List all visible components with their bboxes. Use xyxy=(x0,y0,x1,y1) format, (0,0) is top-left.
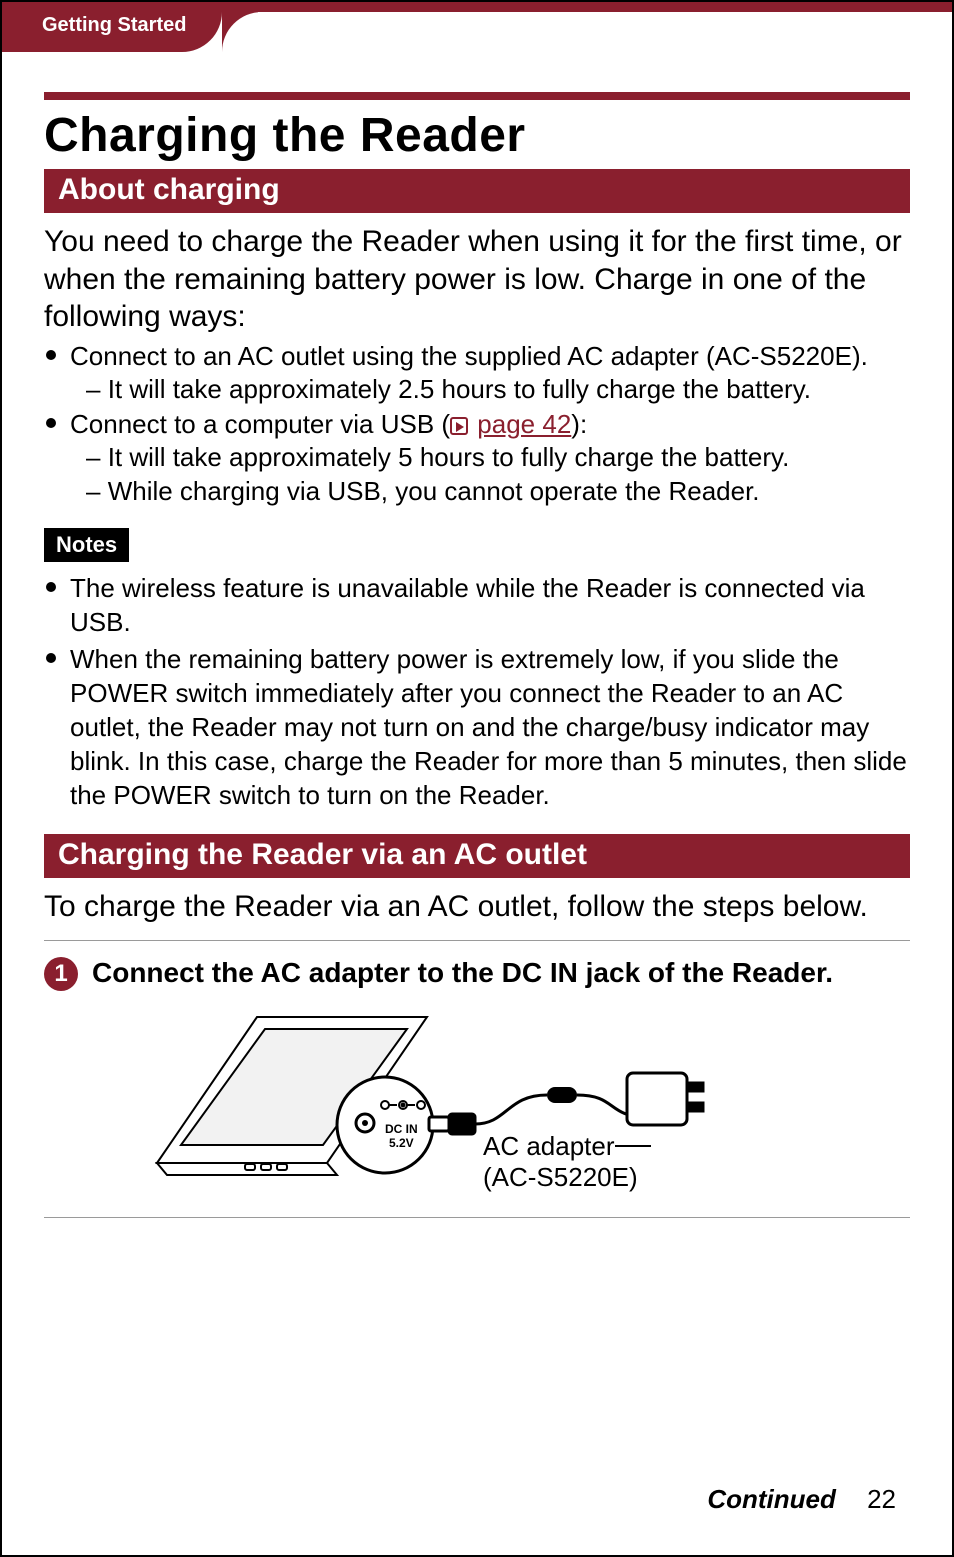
page-footer: Continued 22 xyxy=(707,1484,896,1515)
dc-voltage-label: 5.2V xyxy=(389,1136,414,1150)
section2-intro: To charge the Reader via an AC outlet, f… xyxy=(44,888,910,926)
page-number: 22 xyxy=(867,1484,896,1514)
section-heading-about-charging: About charging xyxy=(44,169,910,213)
continued-label: Continued xyxy=(707,1484,836,1514)
bullet-text-pre: Connect to a computer via USB ( xyxy=(70,409,450,439)
section-heading-ac-outlet: Charging the Reader via an AC outlet xyxy=(44,834,910,878)
crossref-icon xyxy=(450,417,468,435)
ac-adapter-figure: DC IN 5.2V xyxy=(127,1005,827,1205)
figure-caption-line1: AC adapter xyxy=(483,1131,615,1161)
bullet-text: Connect to an AC outlet using the suppli… xyxy=(70,341,868,371)
manual-page: Getting Started Charging the Reader Abou… xyxy=(0,0,954,1557)
bullet-text-post: ): xyxy=(571,409,587,439)
figure-caption-line2: (AC-S5220E) xyxy=(483,1162,638,1192)
step-number-badge: 1 xyxy=(44,957,78,991)
notes-label: Notes xyxy=(44,528,129,562)
title-rule xyxy=(44,92,910,100)
ac-adapter-illustration: DC IN 5.2V xyxy=(127,1005,827,1205)
header-tab-curve xyxy=(222,12,258,52)
note-item: When the remaining battery power is extr… xyxy=(44,643,910,812)
header-strip: Getting Started xyxy=(2,2,952,58)
content-area: Charging the Reader About charging You n… xyxy=(2,92,952,1218)
charging-methods-list: Connect to an AC outlet using the suppli… xyxy=(44,340,910,508)
figure-caption: AC adapter (AC-S5220E) xyxy=(483,1131,638,1193)
sub-item: It will take approximately 2.5 hours to … xyxy=(70,373,910,406)
step-1-text: Connect the AC adapter to the DC IN jack… xyxy=(92,955,833,991)
sub-item: It will take approximately 5 hours to fu… xyxy=(70,441,910,474)
breadcrumb: Getting Started xyxy=(42,14,186,37)
note-item: The wireless feature is unavailable whil… xyxy=(44,572,910,640)
crossref-link[interactable]: page 42 xyxy=(477,409,571,439)
page-title: Charging the Reader xyxy=(44,108,910,163)
dc-in-label: DC IN xyxy=(385,1122,418,1136)
list-item: Connect to a computer via USB ( page 42)… xyxy=(44,408,910,508)
list-item: Connect to an AC outlet using the suppli… xyxy=(44,340,910,407)
sub-item: While charging via USB, you cannot opera… xyxy=(70,475,910,508)
step-bottom-rule xyxy=(44,1217,910,1218)
step-1-row: 1 Connect the AC adapter to the DC IN ja… xyxy=(44,940,910,991)
notes-list: The wireless feature is unavailable whil… xyxy=(44,572,910,813)
section1-intro: You need to charge the Reader when using… xyxy=(44,223,910,336)
